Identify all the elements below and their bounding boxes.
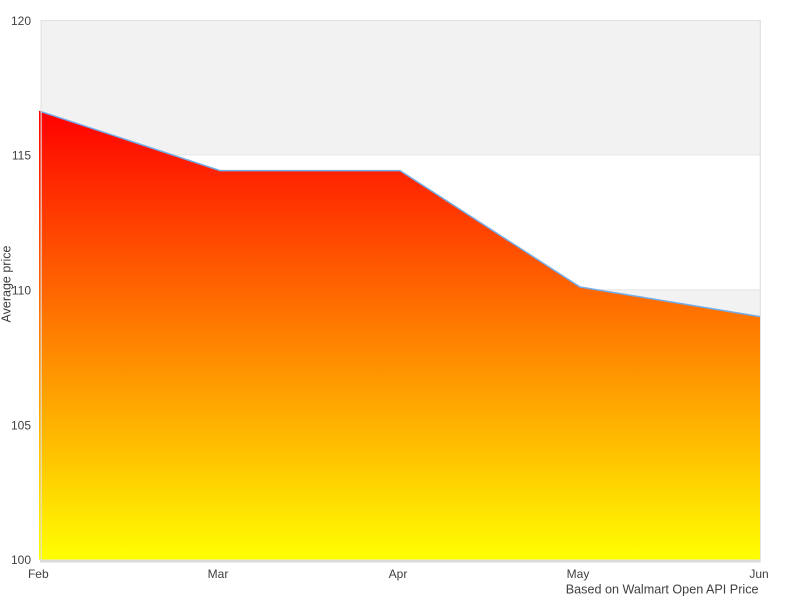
- svg-text:110: 110: [12, 284, 31, 298]
- svg-text:Apr: Apr: [389, 567, 408, 581]
- svg-text:Jun: Jun: [749, 567, 768, 581]
- svg-text:Based on Walmart Open API Pric: Based on Walmart Open API Price: [566, 582, 759, 596]
- svg-text:115: 115: [12, 149, 31, 163]
- svg-text:105: 105: [11, 418, 31, 432]
- svg-text:100: 100: [11, 553, 31, 567]
- svg-text:Feb: Feb: [28, 567, 49, 581]
- svg-text:120: 120: [11, 14, 31, 28]
- svg-text:May: May: [567, 567, 590, 581]
- svg-text:Mar: Mar: [208, 567, 229, 581]
- svg-text:Average price: Average price: [0, 246, 14, 323]
